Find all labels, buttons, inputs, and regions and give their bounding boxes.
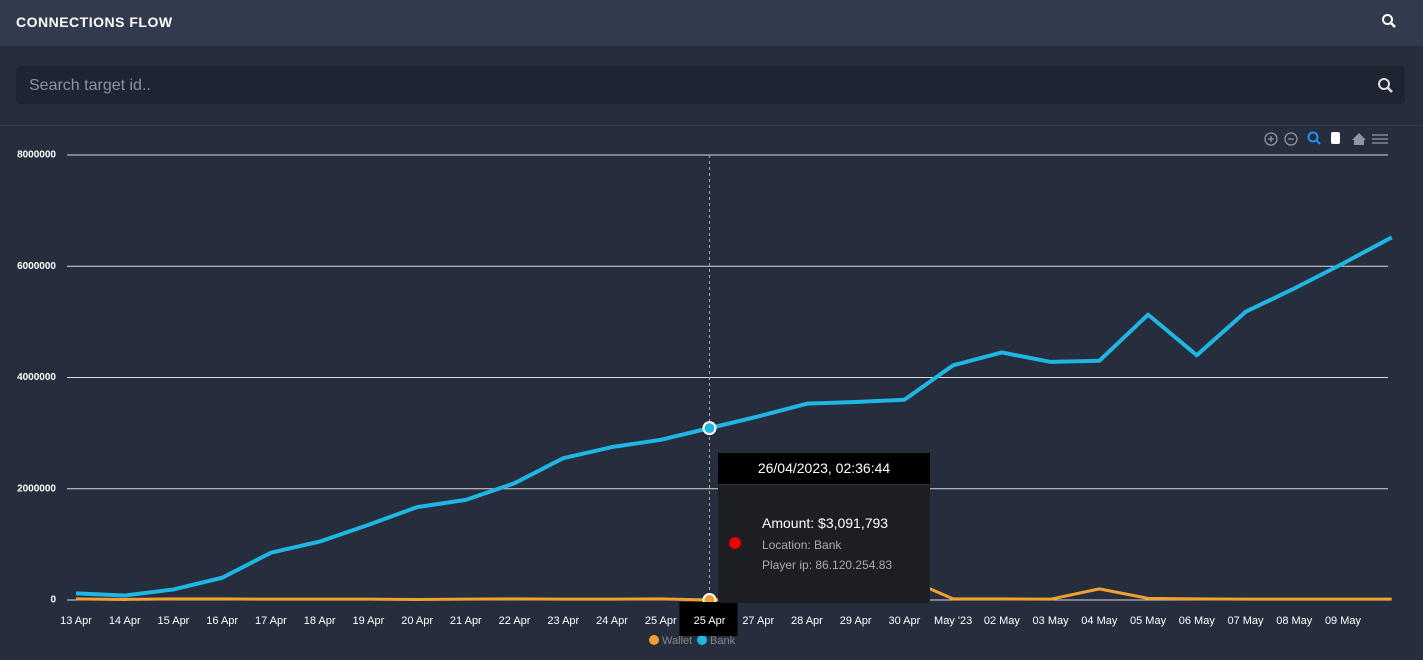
x-tick-label: 04 May: [1081, 615, 1118, 627]
chart: 0 2000000 4000000 6000000 8000000 13 Apr 14 Ap…: [17, 131, 1393, 647]
title: CONNECTIONS FLOW: [16, 14, 173, 30]
x-tick-label: 13 Apr: [60, 615, 92, 627]
x-tick-label: 23 Apr: [547, 615, 579, 627]
tooltip: 26/04/2023, 02:36:44 Amount: $3,091,793 …: [718, 453, 930, 603]
legend-marker: [697, 635, 707, 645]
x-tick-label: 19 Apr: [352, 615, 384, 627]
line-1: [75, 235, 1393, 598]
legend-marker: [649, 635, 659, 645]
search-placeholder: Search target id..: [29, 77, 151, 94]
x-tick-label: 24 Apr: [596, 615, 628, 627]
crosshair-label-bg: [679, 602, 738, 636]
y-tick-label: 6000000: [17, 261, 56, 272]
x-tick-label: 15 Apr: [158, 615, 190, 627]
x-tick-label: 27 Apr: [742, 615, 774, 627]
tooltip-location: Location: Bank: [762, 538, 842, 552]
tooltip-marker: [729, 537, 741, 549]
legend-label: Bank: [710, 635, 736, 647]
x-tick-label: 21 Apr: [450, 615, 482, 627]
x-tick-label: 22 Apr: [499, 615, 531, 627]
y-tick-label: 4000000: [17, 372, 56, 383]
search-icon[interactable]: [1377, 77, 1394, 94]
separator: [0, 125, 1423, 126]
x-tick-label: 29 Apr: [840, 615, 872, 627]
tooltip-amount: Amount: $3,091,793: [762, 515, 889, 531]
header: CONNECTIONS FLOW: [0, 0, 1423, 46]
search-icon[interactable]: [1381, 13, 1397, 29]
x-tick-label: 18 Apr: [304, 615, 336, 627]
crosshair-label: 25 Apr: [694, 615, 726, 627]
x-tick-label: 30 Apr: [889, 615, 921, 627]
x-tick-label: 25 Apr: [645, 615, 677, 627]
x-tick-label: 08 May: [1276, 615, 1313, 627]
x-tick-label: 09 May: [1325, 615, 1362, 627]
x-tick-label: 28 Apr: [791, 615, 823, 627]
y-tick-label: 0: [50, 595, 56, 606]
search-box[interactable]: Search target id..: [16, 66, 1405, 104]
toolbar[interactable]: [1264, 131, 1388, 146]
tooltip-ip: Player ip: 86.120.254.83: [762, 558, 893, 572]
x-tick-label: 07 May: [1227, 615, 1264, 627]
x-tick-label: 20 Apr: [401, 615, 433, 627]
x-tick-label: 05 May: [1130, 615, 1167, 627]
x-tick-label: 14 Apr: [109, 615, 141, 627]
tooltip-date: 26/04/2023, 02:36:44: [718, 453, 930, 485]
hover-point: [702, 421, 717, 436]
y-tick-label: 8000000: [17, 150, 56, 161]
x-tick-label: May '23: [934, 615, 972, 627]
x-tick-label: 02 May: [984, 615, 1021, 627]
x-tick-label: 03 May: [1033, 615, 1070, 627]
x-tick-label: 06 May: [1179, 615, 1216, 627]
y-tick-label: 2000000: [17, 483, 56, 494]
x-tick-label: 16 Apr: [206, 615, 238, 627]
x-tick-label: 17 Apr: [255, 615, 287, 627]
legend-label: Wallet: [662, 635, 692, 647]
